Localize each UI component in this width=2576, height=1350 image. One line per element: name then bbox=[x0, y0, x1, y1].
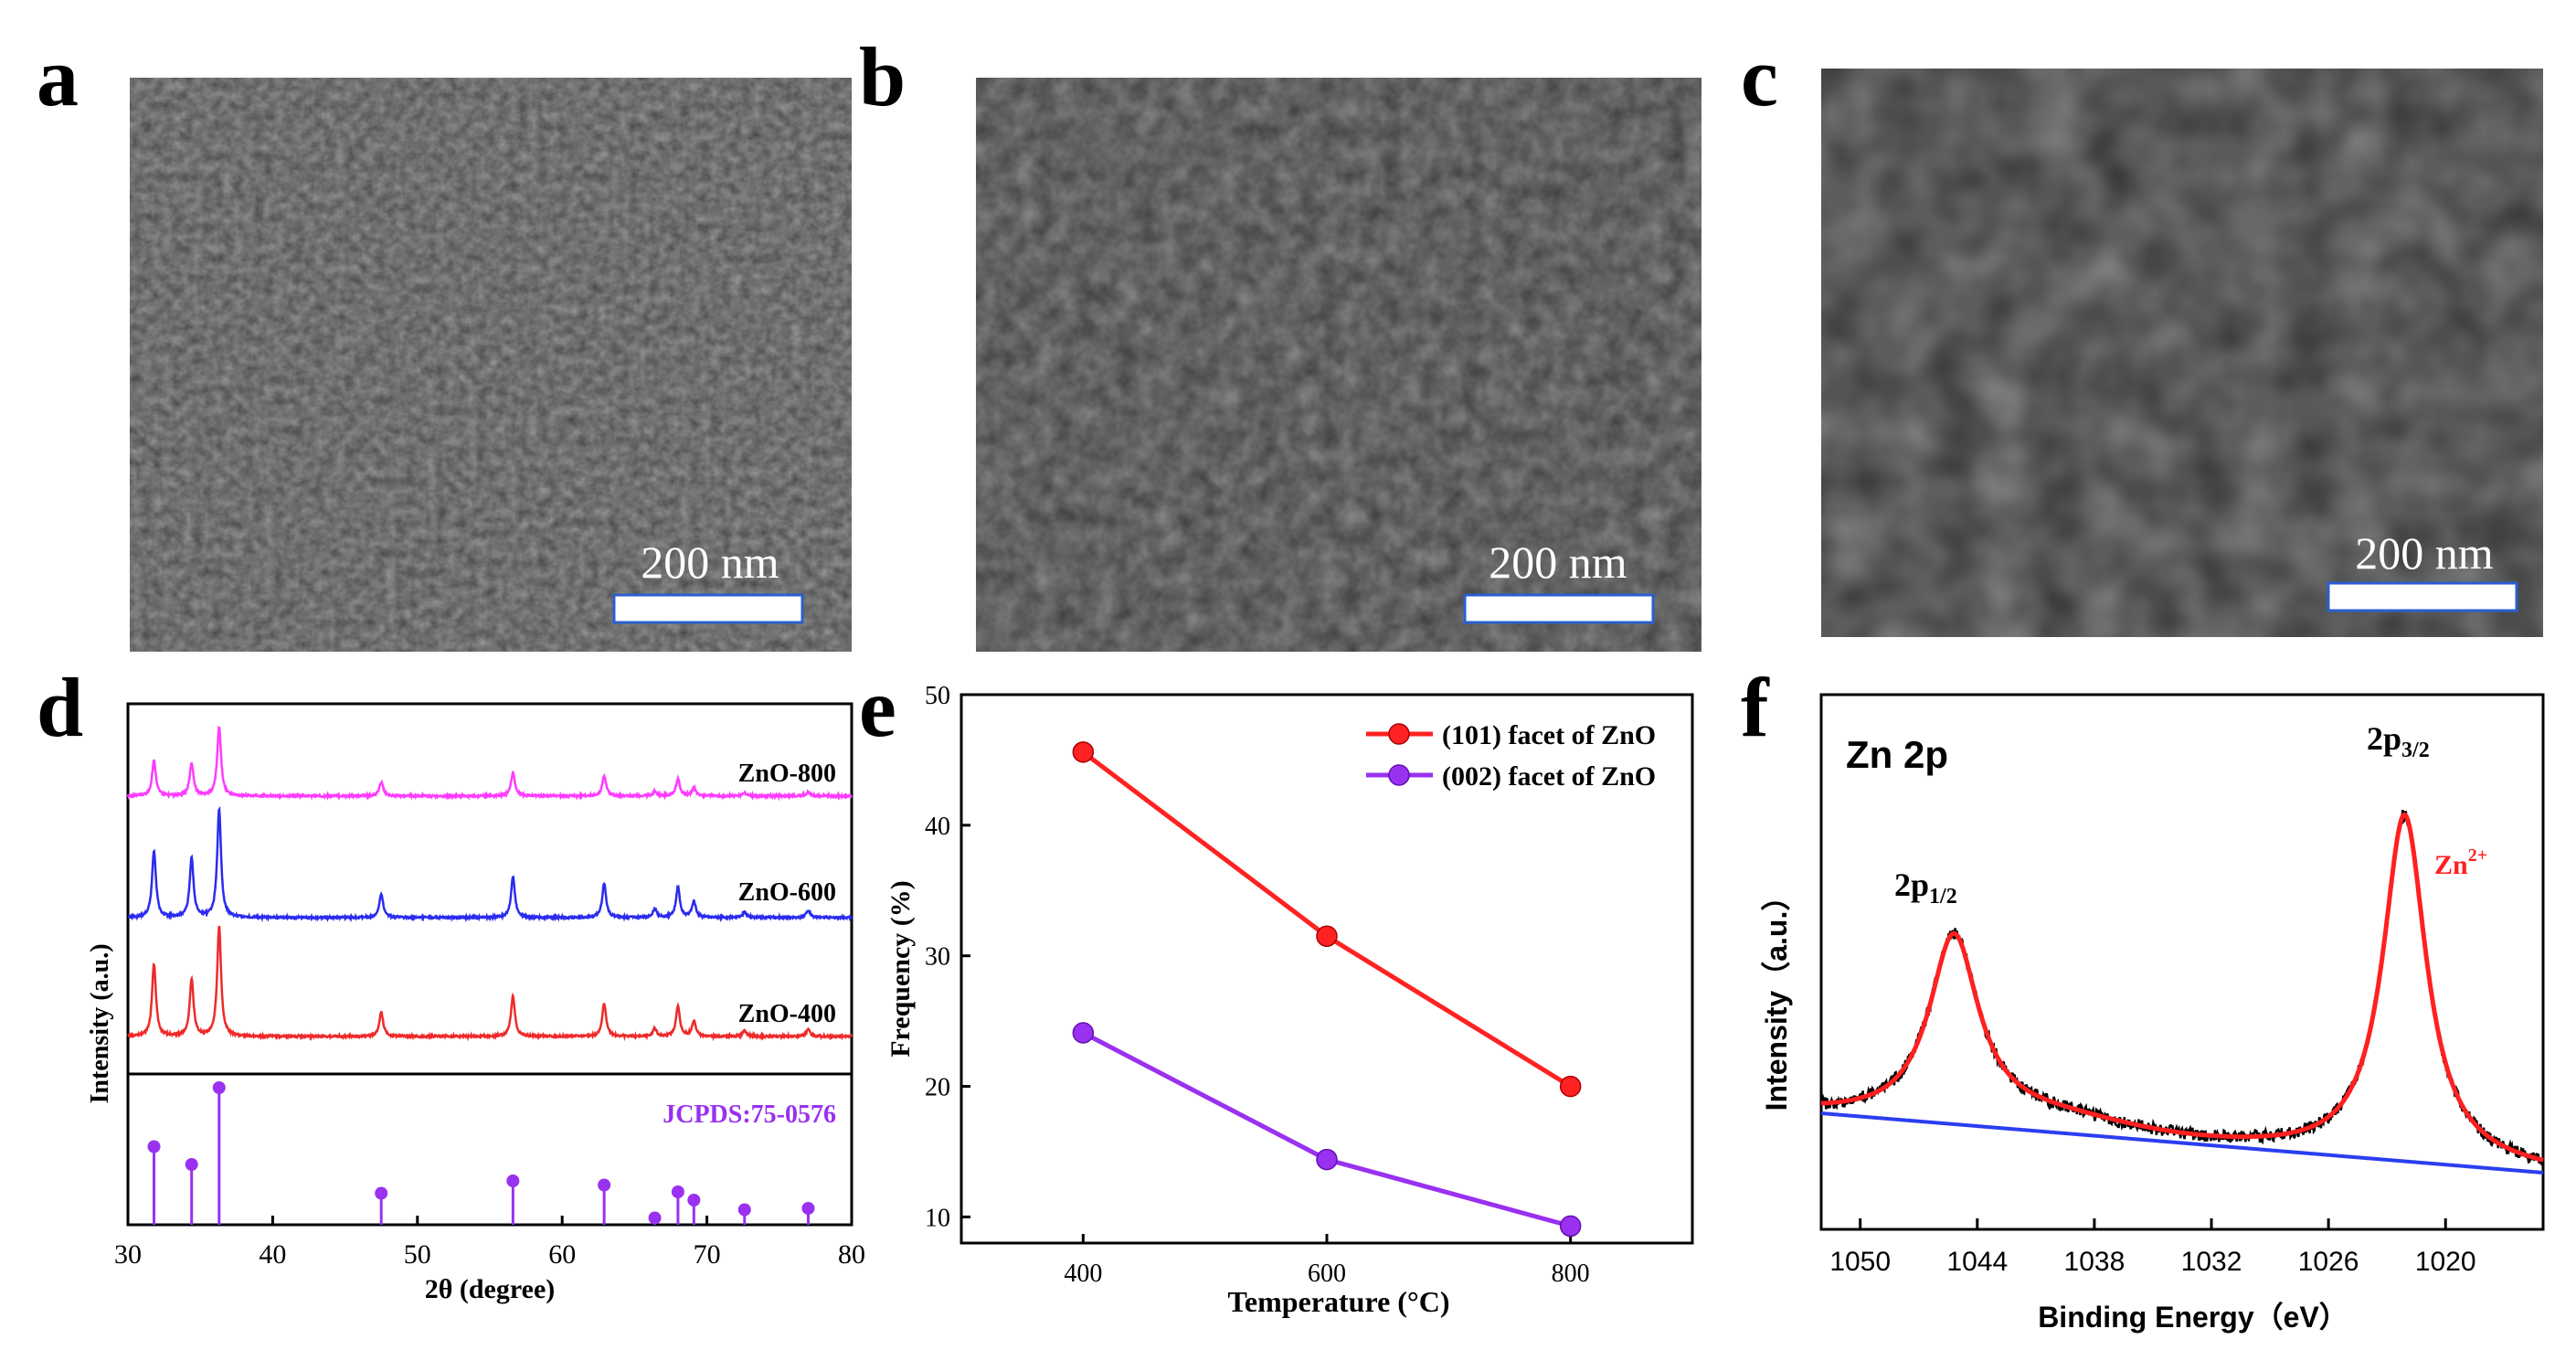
xps-peak-label-2p32: 2p3/2 bbox=[2367, 720, 2430, 762]
xrd-reference-marker bbox=[598, 1178, 611, 1192]
xps-xtick-label: 1032 bbox=[2181, 1247, 2242, 1277]
facet-ytick-label: 10 bbox=[925, 1204, 950, 1232]
facet-point bbox=[1072, 1022, 1095, 1044]
xrd-series-zno-600 bbox=[127, 805, 853, 923]
xrd-ylabel: Intensity (a.u.) bbox=[86, 943, 114, 1103]
facet-xtick-label: 800 bbox=[1552, 1260, 1590, 1288]
xrd-xlabel: 2θ (degree) bbox=[425, 1274, 556, 1304]
xps-xtick-label: 1050 bbox=[1829, 1247, 1891, 1277]
panel-label-d: d bbox=[37, 661, 83, 754]
xrd-series-label-800: ZnO-800 bbox=[738, 760, 836, 788]
facet-line-1 bbox=[1082, 1030, 1572, 1228]
facet-ytick-label: 50 bbox=[925, 682, 950, 710]
xrd-xtick-label: 80 bbox=[838, 1239, 865, 1270]
panel-label-c: c bbox=[1741, 30, 1778, 123]
xps-xtick-label: 1044 bbox=[1946, 1247, 2008, 1277]
xrd-reference-marker bbox=[147, 1140, 161, 1153]
xrd-xtick-label: 40 bbox=[259, 1239, 286, 1270]
legend-label-002: (002) facet of ZnO bbox=[1442, 761, 1656, 792]
sem-image-a bbox=[130, 78, 852, 652]
facet-ytick-label: 30 bbox=[925, 943, 950, 972]
xps-xtick-label: 1026 bbox=[2298, 1247, 2359, 1277]
xps-ylabel: Intensity（a.u.） bbox=[1760, 882, 1793, 1111]
legend-marker-002 bbox=[1388, 764, 1410, 786]
facet-ylabel: Frequency (%) bbox=[885, 880, 916, 1058]
xrd-lower-frame bbox=[126, 1072, 853, 1227]
facet-xtick-label: 600 bbox=[1308, 1260, 1346, 1288]
facet-point bbox=[1559, 1215, 1582, 1238]
xrd-reference-marker bbox=[648, 1211, 662, 1225]
facet-xlabel: Temperature (°C) bbox=[1228, 1285, 1450, 1318]
xps-xlabel: Binding Energy（eV） bbox=[2038, 1301, 2348, 1334]
xps-frame bbox=[1819, 693, 2545, 1231]
xrd-series-zno-400 bbox=[127, 925, 853, 1042]
facet-xtick-label: 400 bbox=[1064, 1260, 1102, 1288]
panel-label-f: f bbox=[1741, 661, 1770, 754]
xrd-xtick-label: 70 bbox=[694, 1239, 721, 1270]
panel-label-e: e bbox=[859, 661, 896, 754]
xps-xtick-label: 1038 bbox=[2064, 1247, 2125, 1277]
xrd-series-label-600: ZnO-600 bbox=[738, 878, 836, 907]
xps-chart: 1050 1044 1038 1032 1026 1020 Zn 2p 2p1/2 2p3… bbox=[1760, 693, 2545, 1334]
facet-point bbox=[1316, 1148, 1338, 1171]
scale-bar-a bbox=[612, 593, 804, 624]
xrd-xtick-label: 30 bbox=[114, 1239, 142, 1270]
legend-label-101: (101) facet of ZnO bbox=[1442, 720, 1656, 750]
xps-xtick-label: 1020 bbox=[2415, 1247, 2476, 1277]
xrd-series-zno-800 bbox=[126, 726, 853, 802]
scale-bar-label-b: 200 nm bbox=[1489, 537, 1627, 588]
xrd-reference-marker bbox=[801, 1202, 815, 1215]
xrd-reference-marker bbox=[185, 1158, 198, 1171]
sem-image-b bbox=[976, 78, 1701, 652]
xrd-reference-marker bbox=[212, 1081, 226, 1094]
scale-bar-c bbox=[2327, 581, 2518, 612]
xrd-xtick-label: 60 bbox=[548, 1239, 576, 1270]
xps-fit bbox=[1820, 812, 2544, 1163]
panel-label-a: a bbox=[37, 30, 79, 123]
facet-ytick-label: 40 bbox=[925, 813, 950, 841]
xps-title: Zn 2p bbox=[1846, 733, 1948, 776]
xrd-reference-marker bbox=[375, 1186, 388, 1200]
facet-point bbox=[1559, 1075, 1582, 1098]
xrd-reference-marker bbox=[671, 1185, 684, 1198]
facet-point bbox=[1072, 741, 1095, 763]
legend-marker-101 bbox=[1388, 723, 1410, 745]
xrd-xtick-label: 50 bbox=[404, 1239, 431, 1270]
xrd-reference-marker bbox=[506, 1175, 520, 1187]
xrd-reference-marker bbox=[737, 1203, 751, 1217]
xrd-reference-marker bbox=[687, 1194, 701, 1206]
facet-line-0 bbox=[1081, 749, 1573, 1089]
scale-bar-label-c: 200 nm bbox=[2355, 527, 2494, 579]
xrd-chart: 30 40 50 60 70 80 ZnO-800 ZnO-600 ZnO-400 JCP… bbox=[86, 702, 865, 1304]
scale-bar-label-a: 200 nm bbox=[641, 537, 779, 588]
facet-point bbox=[1316, 925, 1338, 948]
sem-image-c bbox=[1821, 69, 2543, 637]
xps-fit-label: Zn2+ bbox=[2434, 845, 2487, 880]
xps-peak-label-2p12: 2p1/2 bbox=[1894, 866, 1957, 909]
panel-label-b: b bbox=[859, 30, 906, 123]
xrd-series-label-400: ZnO-400 bbox=[738, 1000, 836, 1028]
scale-bar-b bbox=[1463, 593, 1655, 624]
facet-chart: 10 20 30 40 50 400 600 800 (101) facet of ZnO … bbox=[885, 682, 1694, 1318]
xps-background bbox=[1820, 1111, 2544, 1175]
xrd-reference-label: JCPDS:75-0576 bbox=[663, 1100, 836, 1129]
facet-ytick-label: 20 bbox=[925, 1074, 950, 1102]
facet-legend: (101) facet of ZnO (002) facet of ZnO bbox=[1366, 720, 1656, 792]
